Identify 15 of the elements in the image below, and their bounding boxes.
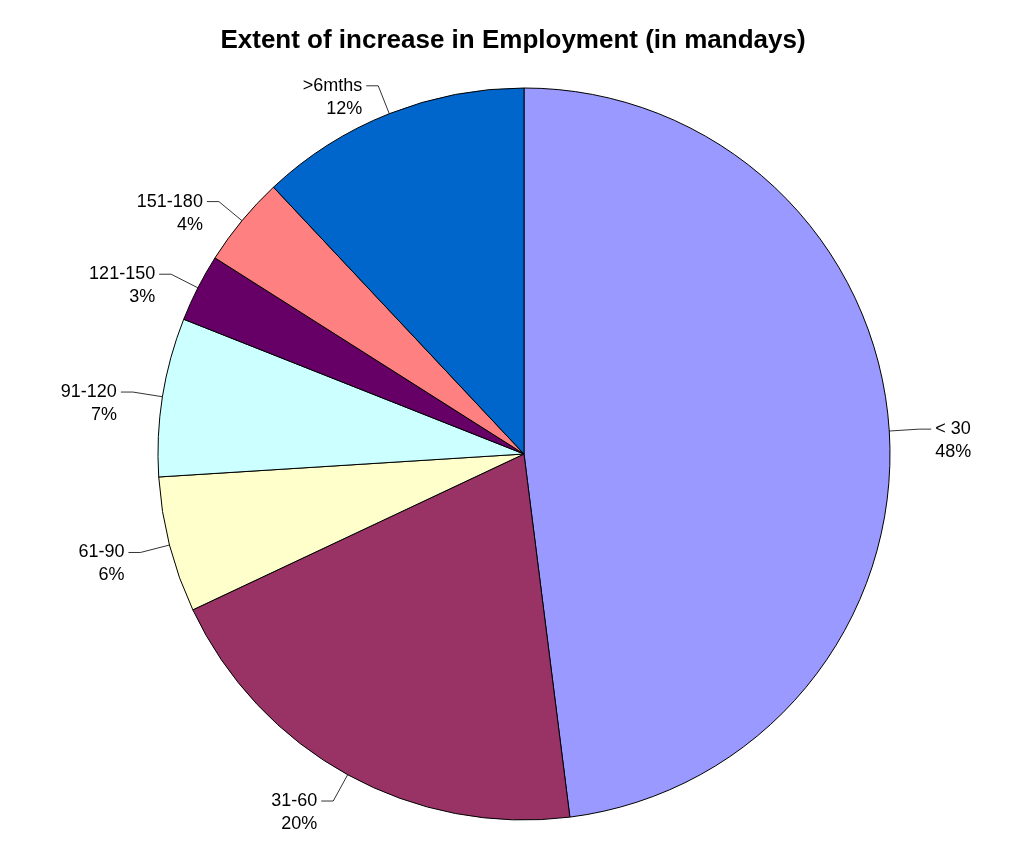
data-label: 20%	[281, 813, 318, 834]
data-label: 48%	[935, 441, 972, 462]
data-label: 6%	[98, 564, 125, 585]
slice-label: 31-60	[271, 790, 318, 811]
data-label: 7%	[90, 404, 117, 425]
slice-label: 61-90	[78, 541, 125, 562]
slice-label: >6mths	[302, 74, 363, 95]
data-label: 12%	[326, 97, 363, 118]
slice-label: 151-180	[136, 190, 203, 211]
slice-label: 121-150	[89, 263, 156, 284]
data-label: 4%	[176, 213, 203, 234]
slice-label: 91-120	[60, 381, 117, 402]
slice-label: < 30	[935, 418, 971, 439]
chart-title: Extent of increase in Employment (in mandays)	[220, 24, 806, 54]
data-label: 3%	[129, 286, 156, 307]
